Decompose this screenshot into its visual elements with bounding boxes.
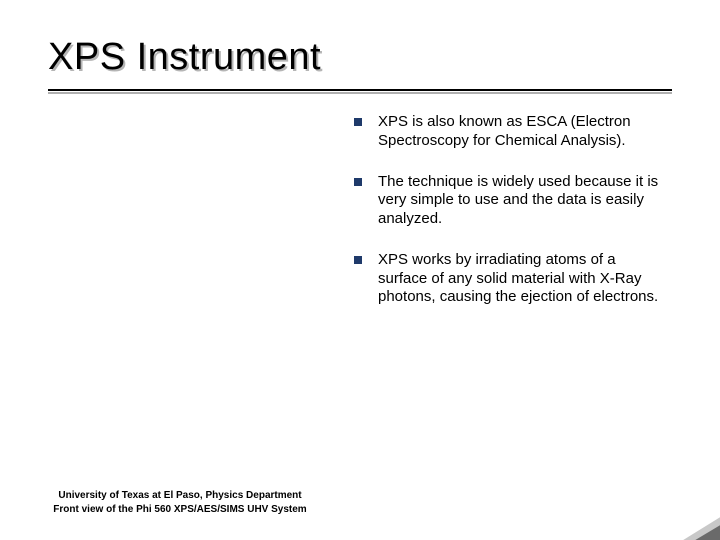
text-column: XPS is also known as ESCA (Electron Spec… xyxy=(348,113,672,329)
bullet-text: The technique is widely used because it … xyxy=(378,173,658,228)
corner-decoration-icon xyxy=(650,500,720,540)
square-bullet-icon xyxy=(354,256,362,264)
bullet-text: XPS works by irradiating atoms of a surf… xyxy=(378,251,658,306)
underline-main xyxy=(48,89,672,91)
bullet-text: XPS is also known as ESCA (Electron Spec… xyxy=(378,113,631,149)
content-area: XPS is also known as ESCA (Electron Spec… xyxy=(48,113,672,329)
image-placeholder-column xyxy=(48,113,348,329)
square-bullet-icon xyxy=(354,178,362,186)
slide: XPS Instrument XPS is also known as ESCA… xyxy=(0,0,720,540)
image-caption: University of Texas at El Paso, Physics … xyxy=(0,489,360,516)
list-item: XPS works by irradiating atoms of a surf… xyxy=(348,251,662,307)
caption-line-2: Front view of the Phi 560 XPS/AES/SIMS U… xyxy=(0,503,360,517)
square-bullet-icon xyxy=(354,118,362,126)
title-underline xyxy=(48,89,672,95)
underline-shadow xyxy=(48,92,672,94)
list-item: The technique is widely used because it … xyxy=(348,173,662,229)
slide-title: XPS Instrument xyxy=(48,36,672,79)
list-item: XPS is also known as ESCA (Electron Spec… xyxy=(348,113,662,151)
title-block: XPS Instrument xyxy=(48,36,672,79)
caption-line-1: University of Texas at El Paso, Physics … xyxy=(0,489,360,503)
bullet-list: XPS is also known as ESCA (Electron Spec… xyxy=(348,113,662,307)
